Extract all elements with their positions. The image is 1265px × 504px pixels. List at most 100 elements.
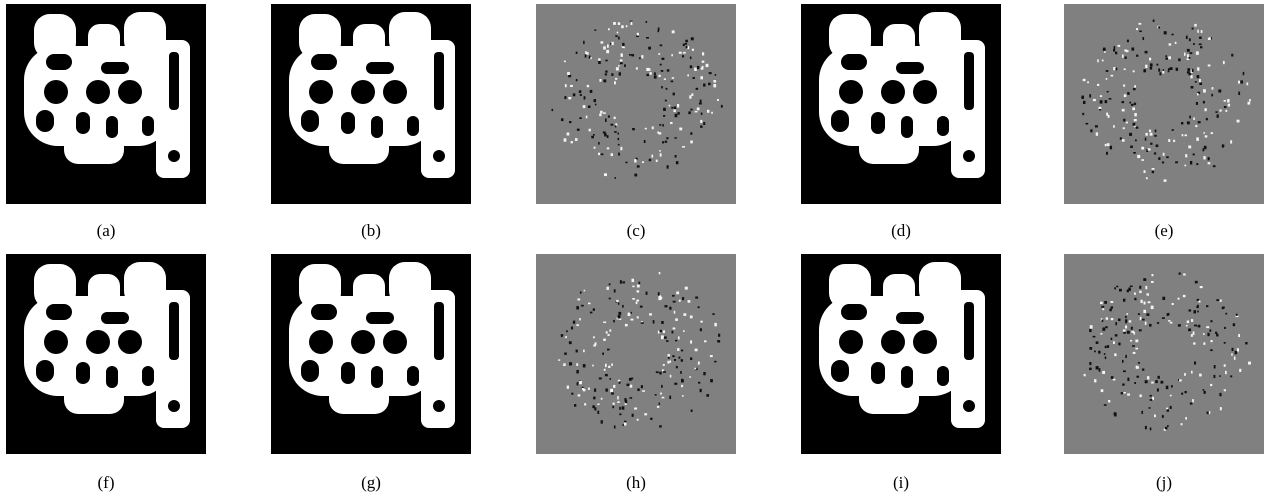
diff-pixel — [582, 388, 584, 390]
diff-pixel — [1145, 138, 1147, 141]
diff-pixel — [671, 54, 673, 56]
diff-pixel — [1167, 313, 1169, 316]
topology-image — [801, 4, 1001, 204]
diff-pixel — [606, 331, 608, 333]
diff-pixel — [1111, 376, 1114, 379]
diff-pixel — [1183, 295, 1186, 297]
diff-pixel — [1132, 107, 1135, 110]
diff-pixel — [660, 330, 662, 332]
diff-pixel — [1214, 365, 1216, 368]
diff-pixel — [1191, 319, 1193, 322]
diff-pixel — [1211, 132, 1213, 134]
diff-pixel — [1198, 301, 1200, 303]
diff-pixel — [573, 321, 575, 324]
diff-pixel — [619, 72, 621, 75]
diff-pixel — [1102, 308, 1104, 310]
diff-pixel — [594, 29, 596, 31]
diff-pixel — [1102, 371, 1105, 374]
diff-pixel — [1143, 278, 1146, 281]
diff-pixel — [564, 138, 567, 141]
diff-pixel — [1127, 92, 1129, 95]
diff-pixel — [1192, 399, 1194, 402]
caption: (g) — [361, 473, 381, 492]
diff-pixel — [594, 388, 596, 391]
diff-pixel — [1204, 391, 1206, 394]
diff-pixel — [1100, 95, 1102, 97]
diff-pixel — [583, 350, 585, 353]
diff-pixel — [1219, 375, 1221, 377]
diff-pixel — [1231, 54, 1233, 57]
diff-pixel — [672, 77, 674, 79]
diff-pixel — [1205, 108, 1207, 111]
diff-pixel — [659, 372, 661, 375]
diff-pixel — [1175, 42, 1177, 44]
diff-pixel — [1138, 313, 1140, 315]
diff-pixel — [1208, 162, 1211, 164]
diff-pixel — [634, 159, 636, 162]
diff-pixel — [1131, 327, 1133, 330]
diff-pixel — [611, 124, 614, 126]
diff-pixel — [571, 393, 573, 395]
diff-pixel — [561, 118, 563, 121]
diff-pixel — [1134, 293, 1136, 295]
diff-pixel — [1181, 423, 1183, 425]
diff-pixel — [597, 404, 599, 406]
diff-pixel — [568, 97, 571, 99]
diff-pixel — [1156, 145, 1159, 148]
panel-image — [801, 4, 1001, 204]
diff-pixel — [1114, 287, 1116, 289]
diff-pixel — [609, 329, 611, 331]
diff-pixel — [605, 364, 607, 367]
diff-pixel — [608, 115, 610, 117]
diff-pixel — [1102, 60, 1104, 62]
diff-pixel — [1093, 336, 1096, 338]
diff-pixel — [564, 96, 566, 99]
diff-pixel — [599, 114, 601, 117]
diff-pixel — [690, 357, 692, 360]
diff-pixel — [683, 44, 685, 46]
diff-pixel — [1181, 122, 1183, 124]
diff-pixel — [1218, 90, 1221, 93]
panel-image — [271, 4, 471, 204]
diff-pixel — [637, 388, 639, 391]
diff-pixel — [1122, 384, 1124, 386]
diff-pixel — [1234, 357, 1236, 360]
diff-pixel — [677, 348, 679, 351]
diff-pixel — [624, 64, 626, 67]
diff-pixel — [665, 100, 667, 102]
diff-pixel — [1191, 334, 1193, 337]
diff-pixel — [1140, 317, 1142, 320]
diff-pixel — [1197, 75, 1200, 78]
diff-pixel — [1211, 340, 1213, 342]
diff-pixel — [1127, 40, 1129, 43]
diff-pixel — [1184, 53, 1186, 56]
diff-pixel — [568, 75, 571, 77]
diff-pixel — [1150, 133, 1153, 136]
diff-pixel — [714, 323, 716, 326]
diff-pixel — [682, 297, 684, 300]
diff-pixel — [1194, 24, 1196, 27]
diff-pixel — [601, 41, 604, 43]
diff-pixel — [618, 315, 621, 318]
diff-pixel — [588, 388, 590, 390]
diff-pixel — [652, 126, 654, 129]
diff-pixel — [668, 357, 670, 359]
diff-pixel — [1203, 148, 1205, 151]
diff-pixel — [1167, 409, 1169, 411]
diff-pixel — [1133, 123, 1136, 126]
diff-pixel — [1100, 333, 1102, 335]
diff-pixel — [1165, 58, 1168, 60]
diff-pixel — [1185, 154, 1187, 157]
diff-pixel — [1187, 49, 1190, 52]
diff-pixel — [1230, 375, 1232, 377]
diff-pixel — [570, 364, 572, 366]
diff-pixel — [1213, 165, 1216, 167]
diff-pixel — [1121, 392, 1123, 394]
diff-pixel — [1185, 134, 1188, 136]
diff-pixel — [1201, 30, 1203, 33]
diff-pixel — [1145, 65, 1147, 68]
diff-pixel — [608, 28, 610, 30]
diff-pixel — [614, 117, 616, 119]
diff-pixel — [587, 85, 589, 87]
diff-pixel — [674, 311, 676, 314]
